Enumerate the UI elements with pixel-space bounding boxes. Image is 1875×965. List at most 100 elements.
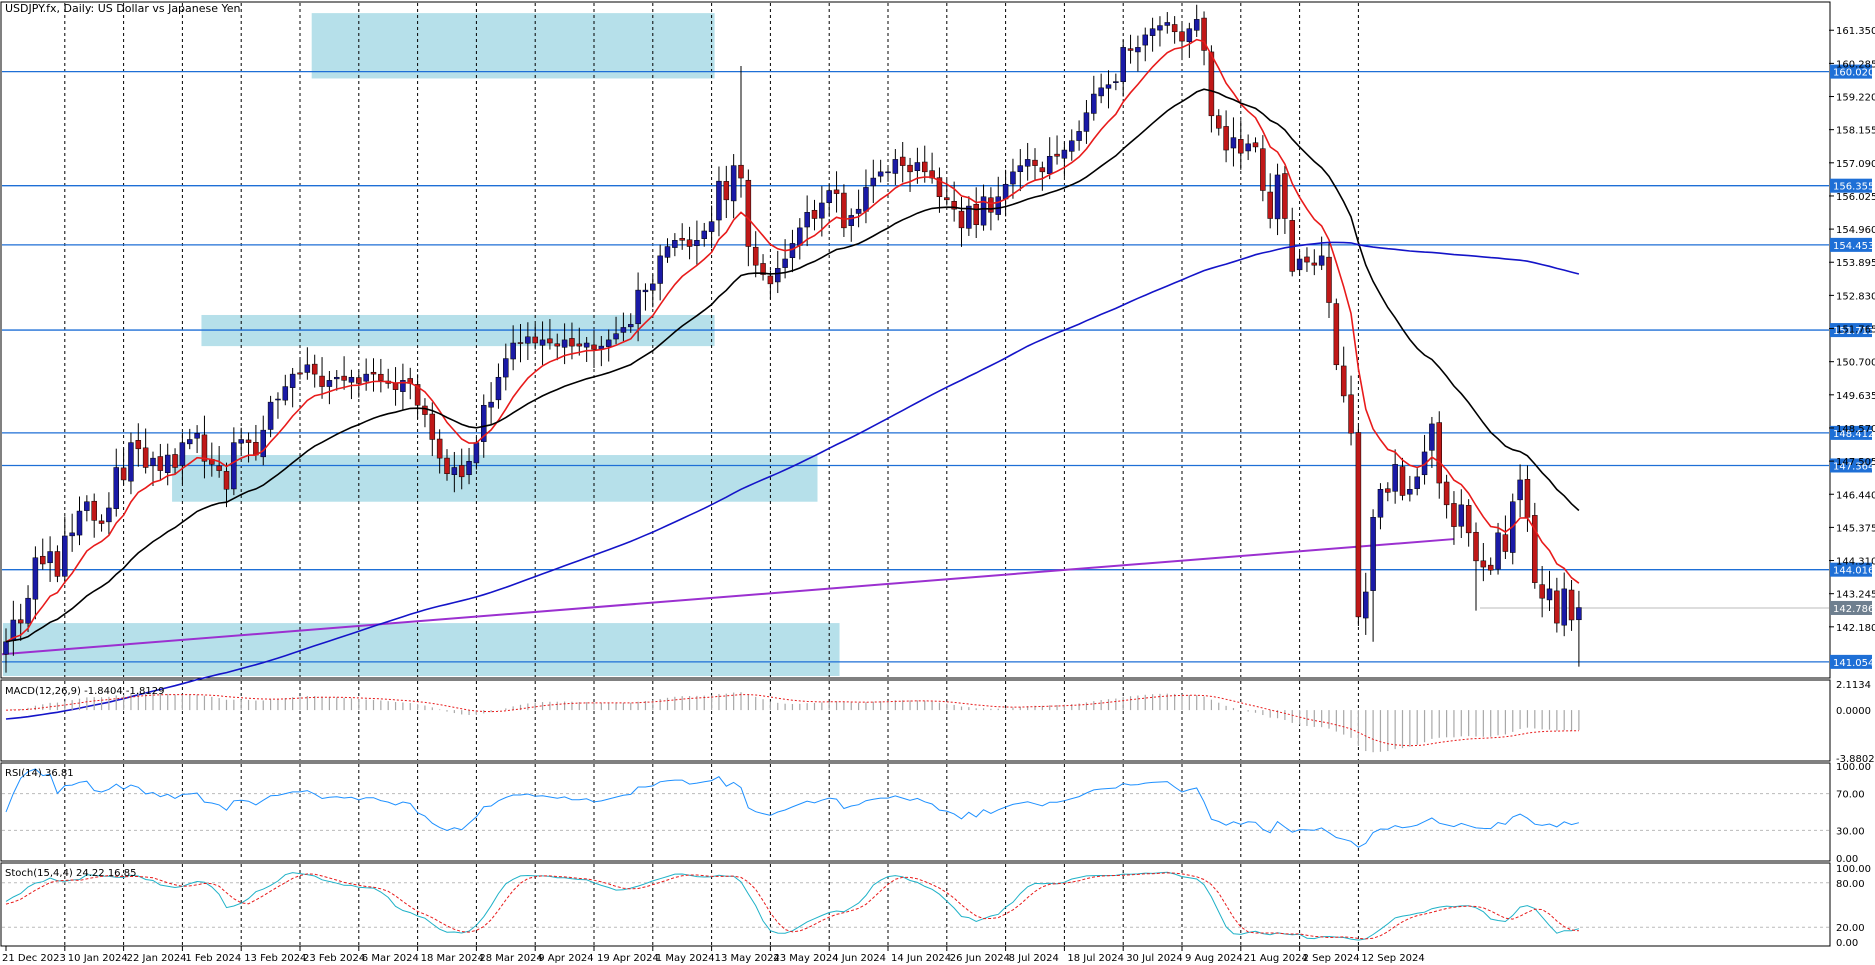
x-label: 10 Jan 2024 [68, 953, 128, 964]
candle-body [392, 383, 399, 390]
candle-body [686, 239, 693, 247]
candle-body [642, 289, 649, 293]
level-label: 156.355 [1833, 182, 1874, 193]
x-label: 1 May 2024 [656, 953, 715, 964]
candle-body [1149, 28, 1156, 36]
candle-body [25, 597, 31, 624]
level-label-bg [1830, 178, 1872, 193]
candle-body [1002, 184, 1009, 200]
y-tick-label: 154.960 [1836, 225, 1875, 236]
candle-body [1186, 28, 1193, 42]
candle-body [657, 255, 663, 284]
candle-body [1333, 303, 1340, 366]
vertical-grid [64, 3, 1359, 945]
candle-body [466, 461, 472, 475]
level-label-bg [1830, 237, 1872, 252]
zone-3 [3, 623, 840, 676]
x-label: 13 Feb 2024 [244, 953, 306, 964]
level-label: 151.715 [1833, 326, 1874, 337]
candle-body [547, 338, 553, 344]
candle-body [17, 619, 24, 624]
candle-body [341, 375, 347, 381]
level-label-bg [1830, 654, 1872, 669]
candle-body [267, 401, 274, 430]
candle-body [275, 398, 281, 401]
candle-body [1157, 25, 1163, 31]
candle-body [760, 263, 766, 275]
candle-body [444, 457, 450, 474]
candle-body [260, 429, 266, 458]
candle-body [253, 442, 259, 456]
candle-body [1568, 589, 1575, 621]
candle-body [223, 471, 230, 490]
y-tick-label: 161.350 [1836, 26, 1875, 37]
x-label: 18 Mar 2024 [421, 953, 484, 964]
level-label-bg [1830, 64, 1872, 79]
candle-body [54, 551, 61, 577]
candle-body [899, 156, 906, 166]
macd-axis-label: 2.1134 [1836, 680, 1871, 691]
candle-body [1539, 584, 1545, 599]
candle-body [679, 238, 685, 241]
candle-body [1480, 560, 1487, 568]
candle-body [289, 373, 296, 388]
x-label: 2 Sep 2024 [1303, 953, 1360, 964]
candle-body [775, 268, 781, 283]
level-label-bg [1830, 562, 1872, 577]
candle-body [877, 171, 884, 177]
level-label-bg [1830, 425, 1872, 440]
candle-body [1017, 165, 1024, 172]
candle-body [554, 343, 560, 347]
level-label-bg [1830, 458, 1872, 473]
candle-body [201, 434, 208, 462]
indicator-panels: 2.1134 0.0000 -3.8802 MACD(12,26,9) -1.8404… [2, 680, 1875, 949]
x-label: 22 Jan 2024 [127, 953, 187, 964]
candle-body [789, 243, 796, 259]
candle-body [1370, 517, 1376, 591]
candle-body [1311, 262, 1318, 266]
y-tick-label: 150.700 [1836, 358, 1875, 369]
candle-body [980, 196, 987, 226]
macd-label: MACD(12,26,9) -1.8404 -1.8129 [5, 686, 165, 697]
supply-demand-zones [3, 13, 840, 676]
candle-body [1407, 489, 1413, 495]
candle-body [1532, 515, 1538, 583]
candle-body [436, 438, 443, 459]
candle-body [164, 454, 171, 473]
candle-body [539, 339, 546, 346]
rsi-axis-label: 30.00 [1836, 826, 1865, 837]
x-label: 28 Mar 2024 [479, 953, 542, 964]
y-tick-label: 144.310 [1836, 557, 1875, 568]
candle-body [187, 439, 193, 445]
candle-body [510, 342, 516, 360]
candle-body [334, 376, 340, 380]
candle-body [1392, 464, 1398, 492]
candle-body [870, 177, 877, 187]
candle-body [1502, 534, 1509, 552]
x-label: 9 Apr 2024 [538, 953, 593, 964]
candle-body [1120, 47, 1126, 83]
candle-body [811, 209, 818, 219]
candle-body [922, 161, 928, 173]
x-label: 12 Sep 2024 [1361, 953, 1424, 964]
level-label: 154.453 [1833, 241, 1874, 252]
candle-body [113, 467, 119, 509]
candle-body [150, 457, 156, 467]
candle-body [944, 197, 950, 201]
candle-body [1252, 142, 1259, 148]
x-label: 4 Jun 2024 [832, 953, 886, 964]
candle-body [297, 372, 303, 375]
candle-body [179, 442, 186, 466]
candle-body [782, 258, 788, 268]
candle-body [458, 465, 465, 478]
candle-body [1436, 422, 1442, 484]
y-tick-label: 157.090 [1836, 159, 1875, 170]
candle-body [1421, 451, 1428, 476]
y-tick-label: 160.285 [1836, 59, 1875, 70]
candle-body [613, 333, 619, 340]
ma-slow-line [5, 241, 1580, 720]
candle-body [473, 442, 480, 464]
candle-body [576, 343, 583, 347]
